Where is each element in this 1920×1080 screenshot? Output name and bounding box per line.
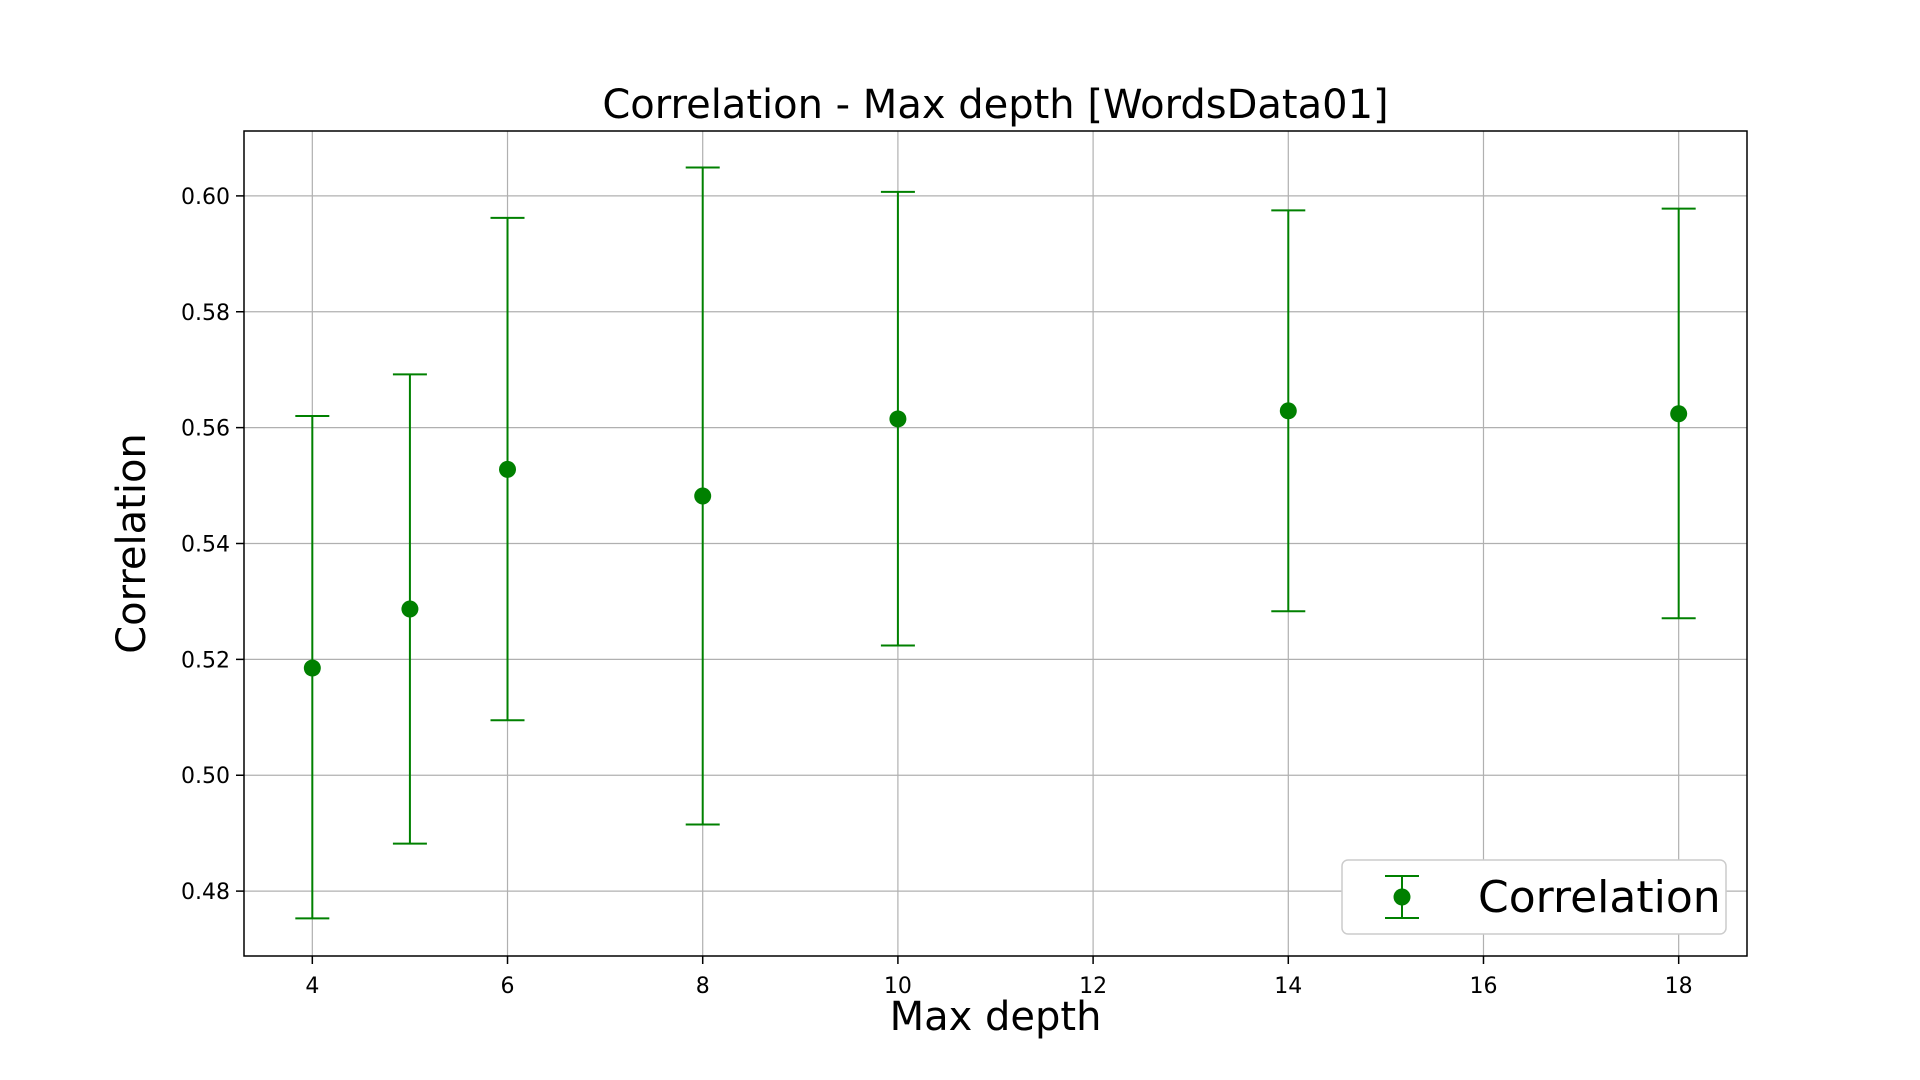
legend-point (1393, 888, 1411, 906)
data-point (889, 410, 907, 428)
data-point (401, 600, 419, 618)
data-point (1279, 402, 1297, 420)
x-tick-label: 18 (1665, 974, 1693, 999)
legend-label: Correlation (1478, 872, 1721, 923)
data-point (499, 460, 517, 478)
chart-title: Correlation - Max depth [WordsData01] (602, 82, 1388, 128)
x-tick-label: 12 (1079, 974, 1107, 999)
x-tick-label: 10 (884, 974, 912, 999)
y-tick-label: 0.52 (181, 648, 230, 673)
ticks-layer: 4 6 8 10 12 14 16 18 0.48 0.50 0.52 0.54 0.56 0.58 0.6… (181, 185, 1693, 999)
x-axis-label: Max depth (890, 994, 1102, 1040)
x-tick-label: 16 (1469, 974, 1497, 999)
y-tick-label: 0.50 (181, 764, 230, 789)
y-tick-label: 0.60 (181, 185, 230, 210)
y-tick-label: 0.48 (181, 880, 230, 905)
data-point (303, 659, 321, 677)
y-tick-label: 0.58 (181, 301, 230, 326)
legend-box (1341, 859, 1727, 935)
x-tick-label: 4 (305, 974, 319, 999)
legend-marker (1385, 875, 1419, 919)
data-layer (295, 166, 1696, 920)
data-point (1670, 405, 1688, 423)
x-tick-label: 8 (696, 974, 710, 999)
y-axis-label: Correlation (109, 433, 155, 654)
y-tick-label: 0.56 (181, 417, 230, 442)
legend: Correlation (1341, 859, 1727, 935)
x-tick-label: 14 (1274, 974, 1302, 999)
y-tick-label: 0.54 (181, 533, 230, 558)
data-point (694, 487, 712, 505)
x-tick-label: 6 (501, 974, 515, 999)
